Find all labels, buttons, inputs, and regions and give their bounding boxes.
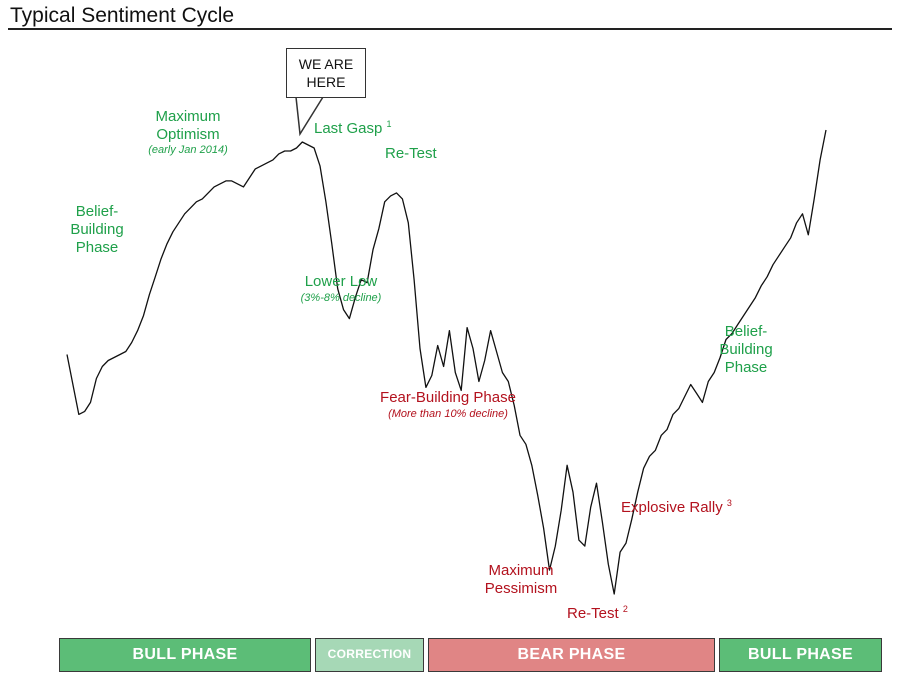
annotation-maximum-optimism-sub: (early Jan 2014): [148, 144, 228, 156]
annotation-retest-bottom: Re-Test 2: [567, 600, 628, 623]
annotation-fear-building: Fear-Building Phase: [370, 389, 526, 407]
footnote-marker: 2: [622, 604, 628, 614]
phase-bar-bull-2: BULL PHASE: [719, 638, 882, 672]
footnote-marker: 3: [726, 498, 732, 508]
annotation-belief-building-right: Belief- Building Phase: [716, 323, 776, 377]
annotation-belief-building-left: Belief- Building Phase: [70, 203, 124, 257]
annotation-maximum-optimism: Maximum Optimism: [140, 108, 236, 144]
phase-label: BEAR PHASE: [517, 646, 626, 663]
chart-title: Typical Sentiment Cycle: [10, 4, 235, 27]
phase-label: BULL PHASE: [132, 646, 238, 663]
callout-text-line1: WE ARE: [298, 56, 354, 72]
annotation-text: Re-Test: [385, 145, 437, 162]
annotation-maximum-pessimism: Maximum Pessimism: [476, 562, 566, 598]
phase-bar-bull-1: BULL PHASE: [59, 638, 311, 672]
annotation-text: Maximum Optimism: [155, 108, 221, 143]
phase-label: BULL PHASE: [748, 646, 853, 663]
annotation-text: Re-Test: [567, 605, 619, 622]
we-are-here-callout: WE ARE HERE: [286, 48, 366, 98]
phase-bar-bear: BEAR PHASE: [428, 638, 715, 672]
sentiment-series-line: [66, 129, 827, 595]
phase-label: CORRECTION: [327, 647, 412, 661]
annotation-retest-top: Re-Test: [385, 145, 437, 163]
annotation-text: Last Gasp: [314, 120, 383, 137]
annotation-lower-low: Lower Low: [296, 273, 386, 291]
phase-bar-correction: CORRECTION: [315, 638, 424, 672]
annotation-lower-low-sub: (3%-8% decline): [300, 292, 382, 304]
annotation-text: Maximum Pessimism: [484, 562, 558, 597]
annotation-text: Belief- Building Phase: [719, 323, 773, 376]
footnote-marker: 1: [386, 119, 392, 129]
annotation-text: Explosive Rally: [621, 499, 723, 516]
annotation-explosive-rally: Explosive Rally 3: [621, 494, 732, 517]
annotation-text: Fear-Building Phase: [380, 389, 516, 406]
annotation-text: Lower Low: [304, 273, 378, 290]
callout-text-line2: HERE: [306, 74, 346, 90]
annotation-text: Belief- Building Phase: [70, 203, 124, 256]
callout-pointer: [295, 96, 324, 137]
title-divider: [8, 28, 892, 30]
annotation-last-gasp: Last Gasp 1: [314, 115, 392, 138]
annotation-fear-building-sub: (More than 10% decline): [388, 408, 508, 420]
